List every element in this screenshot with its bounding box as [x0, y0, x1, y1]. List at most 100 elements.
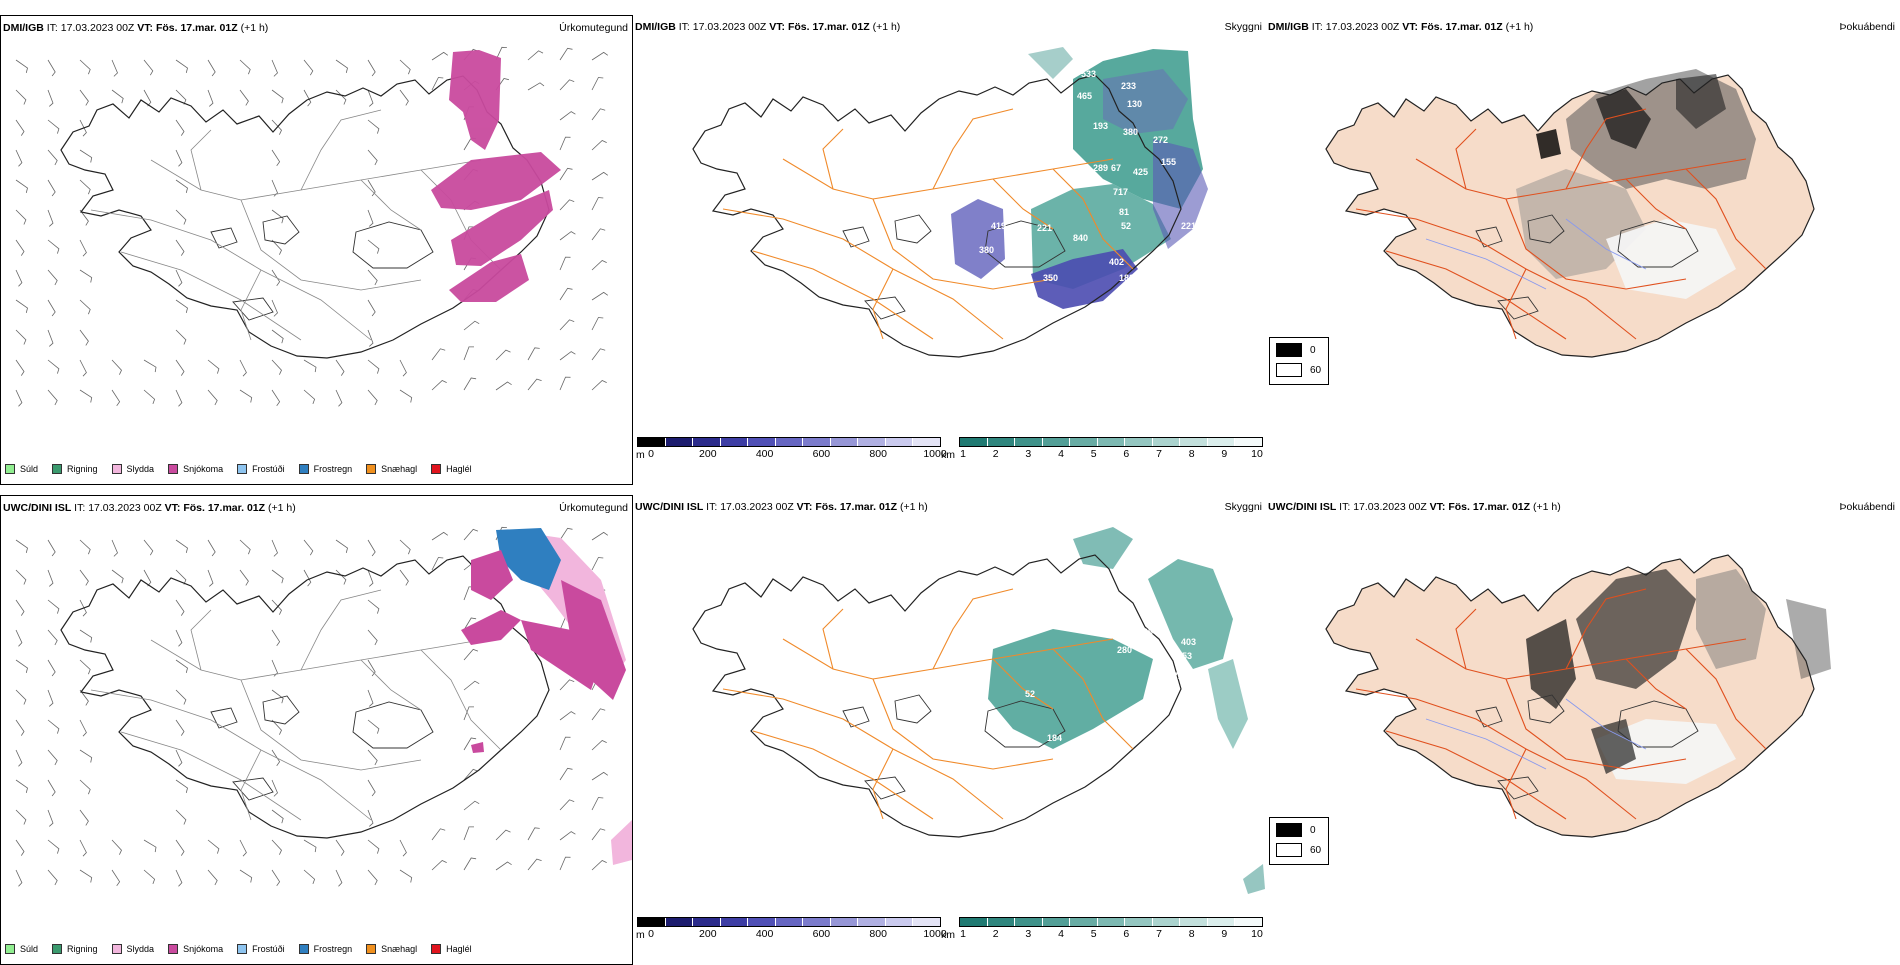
colorbar-tick: 4 [1058, 448, 1064, 460]
legend-label: Snjókoma [183, 944, 224, 954]
lead-time: (+1 h) [1505, 21, 1534, 33]
colorbar-cell [803, 918, 831, 926]
vt-label: VT: [164, 502, 181, 514]
legend-item: Súld [5, 464, 38, 474]
colorbar-tick: 800 [869, 448, 887, 460]
fog-legend-swatch [1276, 363, 1302, 377]
coastline [692, 74, 1182, 358]
lead-time: (+1 h) [899, 501, 928, 513]
colorbar-cell [885, 918, 914, 926]
it-label: IT: [74, 502, 86, 514]
legend-swatch [237, 464, 248, 474]
colorbar-unit: km [941, 929, 955, 941]
panel-title: Þokuábendi [1839, 21, 1895, 33]
legend-item: Haglél [431, 464, 472, 474]
visibility-value-label: 221 [1037, 223, 1052, 233]
init-time: 17.03.2023 00Z [720, 501, 794, 513]
legend-item: Frostúði [237, 944, 285, 954]
legend-label: Súld [20, 464, 39, 474]
legend-swatch [431, 464, 442, 474]
colorbar-tick: 5 [1090, 928, 1097, 940]
colorbar-tick: 200 [699, 928, 717, 940]
colorbar-tick: 0 [648, 448, 654, 460]
valid-time: Fös. 17.mar. 01Z [155, 22, 238, 34]
precip-legend: Súld Rigning Slydda Snjókoma Frostúði Frostre… [5, 462, 486, 476]
visibility-panel-dmi: DMI/IGB IT: 17.03.2023 00Z VT: Fös. 17.m… [633, 15, 1266, 485]
fog-legend-label: 0 [1310, 344, 1316, 356]
colorbar-cell [1207, 918, 1236, 926]
colorbar-tick: 1 [960, 448, 966, 460]
vt-label: VT: [769, 21, 786, 33]
colorbar-tick: 400 [755, 448, 774, 460]
visibility-value-label: 72 [1173, 671, 1183, 681]
colorbar-tick: 10 [1251, 928, 1263, 940]
colorbar-cell [665, 438, 694, 446]
fog-legend-item: 60 [1276, 843, 1321, 857]
lead-time: (+1 h) [240, 22, 269, 34]
visibility-value-label: 533 [1081, 69, 1096, 79]
legend-swatch [237, 944, 248, 954]
colorbar-cell [1207, 438, 1236, 446]
colorbar-cell [1125, 438, 1153, 446]
colorbar-cell [913, 438, 941, 446]
colorbar-tick: 1 [960, 928, 966, 940]
visibility-labels: 533 233 465 130 193 380 272 289 67 425 155 419 221 71… [979, 69, 1196, 321]
init-time: 17.03.2023 00Z [1353, 501, 1427, 513]
visibility-value-label: 233 [1121, 81, 1136, 91]
colorbar-cell [1235, 918, 1263, 926]
legend-label: Rigning [67, 464, 98, 474]
colorbar-cell [1015, 438, 1043, 446]
colorbar-cell [693, 438, 721, 446]
visibility-value-label: 81 [1119, 207, 1129, 217]
colorbar-tick: 7 [1156, 448, 1162, 460]
vt-label: VT: [1402, 21, 1419, 33]
visibility-value-label: 402 [1109, 257, 1124, 267]
model-name: DMI/IGB [635, 21, 676, 33]
colorbar-tick: 6 [1123, 928, 1130, 940]
legend-swatch [168, 464, 179, 474]
legend-label: Snjókoma [183, 464, 224, 474]
legend-item: Frostregn [298, 464, 352, 474]
panel-header: UWC/DINI ISL IT: 17.03.2023 00Z VT: Fös.… [635, 501, 1264, 515]
visibility-value-label: 182 [1119, 273, 1134, 283]
colorbar-tick: 9 [1221, 928, 1228, 940]
model-name: UWC/DINI ISL [1268, 501, 1337, 513]
colorbar-cell [775, 438, 804, 446]
it-label: IT: [706, 501, 718, 513]
legend-swatch [168, 944, 179, 954]
colorbar-cell [775, 918, 804, 926]
visibility-colorbar: 1 2 3 4 5 6 7 8 9 10 km [941, 437, 1263, 462]
visibility-value-label: 840 [1073, 233, 1088, 243]
legend-item: Snæhagl [366, 464, 417, 474]
panel-title: Skyggni [1224, 501, 1262, 513]
valid-time: Fös. 17.mar. 01Z [787, 21, 870, 33]
panel-title: Skyggni [1224, 21, 1262, 33]
colorbar-cell [1235, 438, 1263, 446]
colorbar-tick: 8 [1188, 448, 1195, 460]
colorbar-cell [720, 918, 749, 926]
colorbar-cell [1015, 918, 1043, 926]
valid-time: Fös. 17.mar. 01Z [183, 502, 266, 514]
colorbar-cell [638, 438, 666, 446]
visibility-value-label: 350 [1043, 273, 1058, 283]
colorbar-tick: 6 [1123, 448, 1130, 460]
legend-swatch [298, 464, 309, 474]
legend-swatch [52, 944, 63, 954]
visibility-colorbar: 1 2 3 4 5 6 7 8 9 10 km [941, 917, 1263, 942]
colorbar-cell [858, 438, 886, 446]
legend-label: Slydda [126, 944, 155, 954]
fog-map [1325, 554, 1831, 838]
colorbar-cell [830, 438, 859, 446]
colorbar-unit: km [941, 449, 955, 461]
vt-label: VT: [1429, 501, 1446, 513]
road-network [722, 108, 1134, 340]
colorbar-cell [913, 918, 941, 926]
colorbar-cell [665, 918, 694, 926]
colorbar-tick: 3 [1025, 928, 1032, 940]
fog-legend-item: 60 [1276, 363, 1321, 377]
colorbar-cell [1042, 918, 1071, 926]
colorbar-tick: 400 [755, 928, 774, 940]
coastline [60, 555, 550, 839]
colorbar-cell [960, 918, 988, 926]
ceiling-colorbar: 0 200 400 600 800 1000 m [636, 917, 947, 942]
